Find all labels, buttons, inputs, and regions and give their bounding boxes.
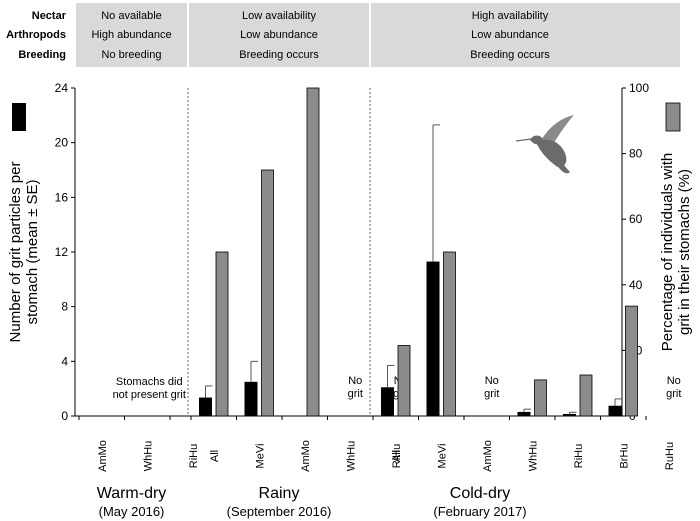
bar-grit — [199, 397, 212, 416]
bar-percent — [397, 345, 411, 417]
bar-percent — [215, 251, 229, 417]
bar-grit — [608, 405, 622, 416]
season-name: Cold-dry — [450, 485, 510, 502]
y-tick-label-left: 12 — [55, 245, 69, 259]
hummingbird-part — [556, 160, 570, 174]
x-category-label: RiHu — [573, 444, 585, 468]
header-period-text: Low abundance — [471, 29, 549, 41]
y-axis-label-left: Number of grit particles perstomach (mea… — [7, 162, 41, 343]
y-tick-label-left: 20 — [55, 136, 69, 150]
x-category-label: AmMo — [482, 440, 494, 472]
header-period-text: No breeding — [102, 49, 162, 61]
y-tick-label-right: 60 — [629, 212, 643, 226]
bar-percent — [443, 251, 456, 417]
header-period-text: High abundance — [91, 29, 171, 41]
header-row-label: Arthropods — [6, 29, 66, 41]
season-date: (May 2016) — [99, 504, 165, 519]
no-grit-note: Stomachs did — [116, 376, 183, 388]
bar-percent — [306, 87, 320, 417]
hummingbird-beak — [515, 138, 532, 142]
y-tick-label-left: 4 — [61, 354, 68, 368]
legend-swatch-grit — [12, 103, 26, 131]
x-category-label: MeVi — [436, 444, 448, 469]
bar-grit — [563, 413, 576, 416]
season-date: (September 2016) — [227, 504, 332, 519]
no-grit-note: grit — [484, 388, 499, 400]
y-axis-label-right: Percentage of individuals withgrit in th… — [659, 153, 693, 351]
header-cell-1 — [189, 3, 369, 67]
y-tick-label-left: 8 — [61, 300, 68, 314]
bar-grit — [517, 411, 531, 416]
hummingbird-part — [530, 135, 543, 145]
x-category-label: RiHu — [188, 444, 200, 468]
x-category-label: MeVi — [254, 444, 266, 469]
no-grit-note: No — [485, 375, 499, 387]
no-grit-note: not present grit — [113, 389, 186, 401]
x-category-label: WhHu — [527, 441, 539, 472]
x-category-label: WhHu — [345, 441, 357, 472]
y-tick-label-left: 16 — [55, 190, 69, 204]
x-category-label: AmMo — [300, 440, 312, 472]
no-grit-note: No — [348, 375, 362, 387]
hummingbird-part — [540, 115, 574, 146]
y-tick-label-right: 80 — [629, 147, 643, 161]
header-cell-2-ext — [371, 3, 680, 67]
x-category-label: WhHu — [142, 441, 154, 472]
y-tick-label-right: 40 — [629, 278, 643, 292]
no-grit-note: grit — [666, 388, 681, 400]
bar-percent — [625, 305, 638, 417]
bar-grit — [381, 387, 394, 416]
header-row-label: Breeding — [18, 49, 66, 61]
x-category-label: RiHu — [391, 444, 403, 468]
hummingbird-image — [515, 115, 574, 174]
bar-grit — [426, 261, 440, 416]
bar-percent — [534, 379, 547, 417]
no-grit-note: No — [667, 375, 681, 387]
header-period-text: High availability — [472, 10, 549, 22]
no-grit-note: grit — [348, 388, 363, 400]
y-tick-label-left: 24 — [55, 81, 69, 95]
header-row-label: Nectar — [32, 10, 67, 22]
header-period-text: Low availability — [242, 10, 316, 22]
x-category-label: AmMo — [97, 440, 109, 472]
bar-percent — [579, 374, 593, 417]
x-category-label: All — [209, 450, 221, 462]
header-period-text: Breeding occurs — [470, 49, 550, 61]
hummingbird-part — [536, 139, 567, 168]
x-category-label: All — [391, 450, 403, 462]
season-date: (February 2017) — [433, 504, 526, 519]
x-category-label: BrHu — [618, 443, 630, 468]
y-tick-label-left: 0 — [61, 409, 68, 423]
header-period-text: Low abundance — [240, 29, 318, 41]
y-tick-label-right: 100 — [629, 81, 649, 95]
header-period-text: No available — [101, 10, 162, 22]
header-cell-0 — [76, 3, 187, 67]
season-name: Warm-dry — [97, 485, 167, 502]
legend-swatch-percent — [665, 102, 681, 132]
bar-percent — [261, 169, 274, 417]
x-category-label: RuHu — [664, 442, 676, 470]
season-name: Rainy — [259, 485, 300, 502]
bar-grit — [244, 381, 258, 416]
header-period-text: Breeding occurs — [239, 49, 319, 61]
